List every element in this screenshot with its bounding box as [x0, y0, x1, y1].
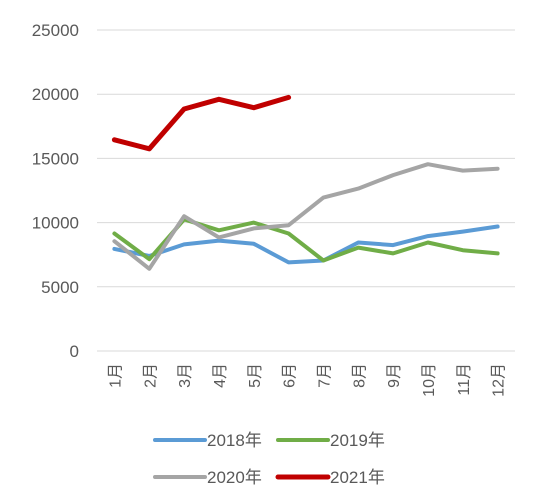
x-tick-label: 12月 — [491, 363, 508, 397]
legend-item: 2020年 — [153, 468, 262, 487]
legend-item: 2019年 — [276, 431, 385, 450]
y-tick-label: 25000 — [32, 21, 79, 40]
x-tick-label: 8月 — [351, 363, 368, 388]
y-axis-ticks: 0 5000 10000 15000 20000 25000 — [32, 21, 79, 361]
legend: 2018年 2019年 2020年 2021年 — [153, 431, 385, 487]
series-line-2018年 — [112, 224, 500, 265]
y-tick-label: 10000 — [32, 214, 79, 233]
series-line-2021年 — [111, 94, 292, 152]
legend-label: 2018年 — [207, 431, 262, 450]
gridlines — [97, 29, 515, 352]
legend-label: 2021年 — [330, 468, 385, 487]
x-tick-label: 2月 — [142, 363, 159, 388]
x-tick-label: 7月 — [316, 363, 333, 388]
x-tick-label: 3月 — [177, 363, 194, 388]
legend-label: 2019年 — [330, 431, 385, 450]
x-tick-label: 11月 — [456, 363, 473, 396]
x-tick-label: 5月 — [247, 363, 264, 388]
y-tick-label: 5000 — [41, 278, 79, 297]
x-tick-label: 4月 — [212, 363, 229, 388]
y-tick-label: 20000 — [32, 85, 79, 104]
series-line-2020年 — [112, 162, 500, 271]
x-tick-label: 10月 — [421, 363, 438, 397]
y-tick-label: 15000 — [32, 149, 79, 168]
legend-label: 2020年 — [207, 468, 262, 487]
x-tick-label: 9月 — [386, 363, 403, 388]
x-tick-label: 1月 — [107, 363, 124, 388]
series-line-2019年 — [112, 217, 500, 263]
legend-item: 2021年 — [275, 468, 385, 487]
x-tick-label: 6月 — [282, 363, 299, 388]
series-lines — [111, 94, 500, 271]
legend-item: 2018年 — [153, 431, 262, 450]
x-axis-ticks: 1月 2月 3月 4月 5月 6月 7月 8月 9月 10月 11月 12月 — [107, 363, 507, 397]
y-tick-label: 0 — [70, 342, 79, 361]
